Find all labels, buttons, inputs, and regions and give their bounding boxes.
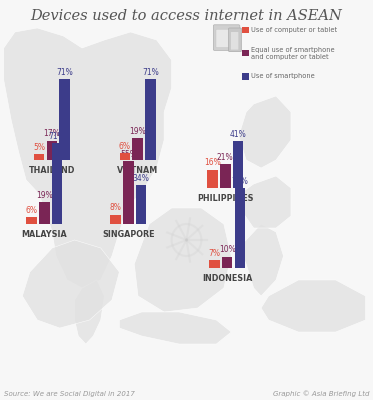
Text: Equal use of smartphone
and computer or tablet: Equal use of smartphone and computer or … bbox=[251, 47, 334, 60]
Bar bbox=[235, 188, 245, 268]
FancyBboxPatch shape bbox=[213, 25, 240, 50]
Bar bbox=[47, 141, 57, 160]
FancyBboxPatch shape bbox=[229, 28, 241, 52]
Bar bbox=[209, 260, 220, 268]
FancyBboxPatch shape bbox=[231, 32, 238, 50]
Text: 6%: 6% bbox=[119, 142, 131, 151]
Text: 21%: 21% bbox=[217, 153, 233, 162]
Text: INDONESIA: INDONESIA bbox=[202, 274, 253, 283]
Polygon shape bbox=[261, 280, 366, 332]
Bar bbox=[207, 170, 218, 188]
Bar bbox=[39, 202, 50, 224]
Bar bbox=[120, 153, 130, 160]
Bar bbox=[145, 79, 156, 160]
Text: 16%: 16% bbox=[204, 158, 221, 167]
Text: Use of smartphone: Use of smartphone bbox=[251, 74, 314, 80]
Text: 71%: 71% bbox=[142, 68, 159, 77]
Text: THAILAND: THAILAND bbox=[29, 166, 75, 175]
Bar bbox=[136, 185, 146, 224]
Bar bbox=[52, 143, 62, 224]
Text: Source: We are Social Digital in 2017: Source: We are Social Digital in 2017 bbox=[4, 391, 135, 397]
Text: 7%: 7% bbox=[209, 249, 220, 258]
Bar bbox=[59, 79, 70, 160]
Text: 55%: 55% bbox=[120, 150, 137, 159]
Text: Graphic © Asia Briefing Ltd: Graphic © Asia Briefing Ltd bbox=[273, 390, 369, 397]
Polygon shape bbox=[239, 96, 291, 168]
Bar bbox=[222, 257, 232, 268]
Polygon shape bbox=[119, 312, 231, 344]
Text: 6%: 6% bbox=[26, 206, 38, 215]
Text: SINGAPORE: SINGAPORE bbox=[102, 230, 154, 239]
Bar bbox=[34, 154, 44, 160]
Bar bbox=[110, 215, 121, 224]
Text: Devices used to access internet in ASEAN: Devices used to access internet in ASEAN bbox=[31, 9, 342, 23]
Text: 8%: 8% bbox=[110, 204, 122, 212]
FancyBboxPatch shape bbox=[216, 29, 235, 48]
Text: 10%: 10% bbox=[219, 245, 235, 254]
Bar bbox=[233, 141, 243, 188]
Polygon shape bbox=[75, 280, 104, 344]
Polygon shape bbox=[242, 176, 291, 228]
Text: 17%: 17% bbox=[44, 129, 60, 138]
Polygon shape bbox=[22, 240, 119, 328]
Bar bbox=[242, 73, 249, 80]
Bar bbox=[242, 50, 249, 56]
Text: 34%: 34% bbox=[132, 174, 150, 183]
Polygon shape bbox=[134, 208, 231, 312]
Text: 71%: 71% bbox=[56, 68, 73, 77]
Text: Use of computer or tablet: Use of computer or tablet bbox=[251, 27, 337, 33]
Bar bbox=[132, 138, 143, 160]
Text: VIETNAM: VIETNAM bbox=[117, 166, 158, 175]
Bar bbox=[242, 27, 249, 33]
Bar bbox=[123, 161, 134, 224]
Text: PHILIPPINES: PHILIPPINES bbox=[197, 194, 254, 203]
Text: 19%: 19% bbox=[129, 127, 146, 136]
Bar bbox=[26, 217, 37, 224]
Text: 19%: 19% bbox=[36, 191, 53, 200]
Text: 41%: 41% bbox=[230, 130, 246, 139]
Text: MALAYSIA: MALAYSIA bbox=[22, 230, 67, 239]
Polygon shape bbox=[239, 224, 283, 296]
Polygon shape bbox=[4, 28, 172, 288]
Text: 5%: 5% bbox=[33, 143, 45, 152]
Text: 70%: 70% bbox=[231, 177, 248, 186]
Text: 71%: 71% bbox=[49, 132, 65, 141]
Bar bbox=[220, 164, 231, 188]
